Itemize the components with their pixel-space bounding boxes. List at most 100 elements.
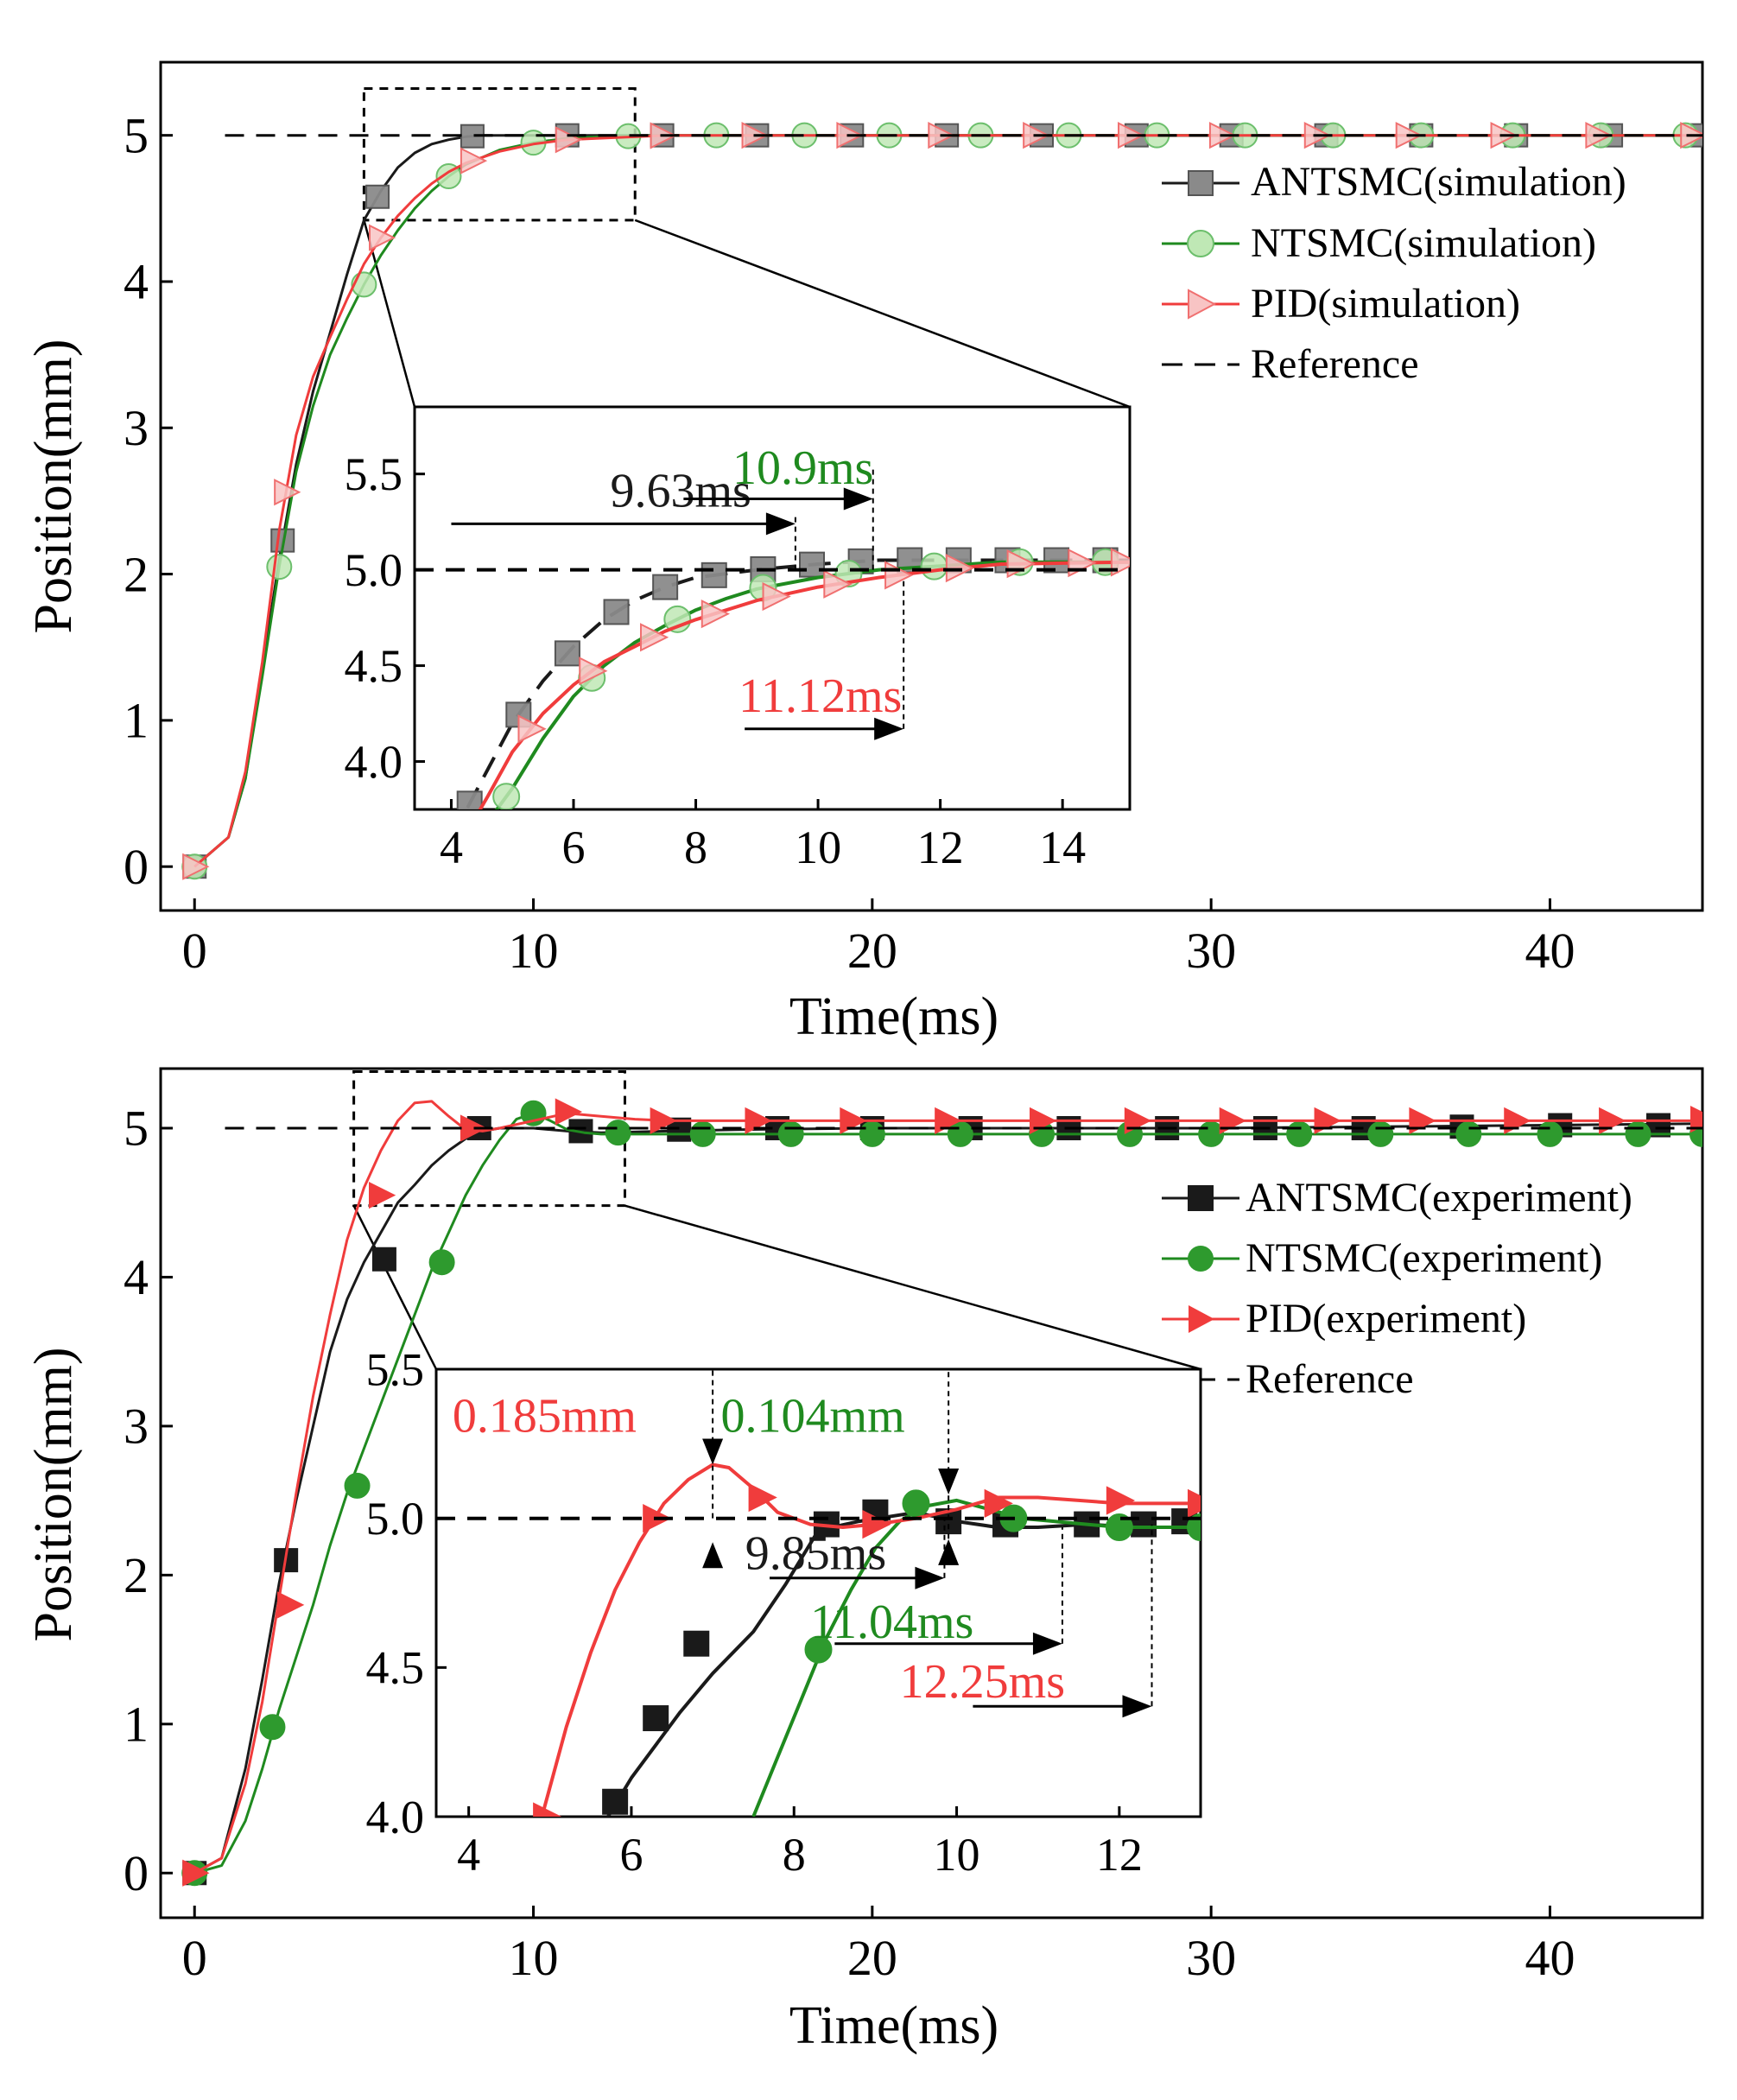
annotation-arrow-head	[938, 1539, 960, 1565]
x-tick-label: 6	[562, 822, 586, 873]
legend-marker-triangle-exp	[1189, 1305, 1214, 1333]
data-point-exp_pid	[840, 1107, 867, 1134]
y-tick-label: 1	[124, 693, 149, 749]
y-ticks-top: 0 1 2 3 4 5	[124, 107, 173, 895]
data-point-exp_antsmc	[371, 1247, 396, 1272]
y-tick-label: 5.0	[345, 544, 403, 596]
legend-item-ntsmc-exp: NTSMC(experiment)	[1162, 1235, 1602, 1281]
y-tick-label: 4	[124, 1249, 149, 1305]
data-point-exp_pid	[533, 1802, 562, 1817]
data-point-sim_ntsmc	[266, 554, 293, 581]
inset-series-bottom	[436, 1462, 1201, 1817]
data-point-sim_pid	[274, 479, 301, 506]
inset-y-ticks-bottom: 4.0 4.5 5.0 5.5	[366, 1343, 447, 1843]
legend-item-pid-sim: PID(simulation)	[1162, 281, 1520, 327]
data-point-exp_pid	[555, 1098, 583, 1126]
x-tick-label: 0	[182, 1930, 207, 1986]
zoom-connector-right	[634, 219, 1131, 409]
data-point-sim_pid	[460, 147, 488, 174]
x-tick-label: 10	[509, 1930, 559, 1986]
x-axis-label-bottom: Time(ms)	[789, 1996, 998, 2055]
data-point-exp_ntsmc	[777, 1120, 804, 1147]
legend-marker-triangle-sim	[1188, 289, 1217, 320]
inset-x-ticks-top: 4 6 8 10 12 14	[440, 799, 1086, 873]
data-point-exp_ntsmc	[344, 1472, 371, 1499]
data-point-exp_pid	[935, 1107, 962, 1134]
data-point-exp_pid	[745, 1107, 772, 1134]
x-axis-label-top: Time(ms)	[789, 987, 998, 1046]
legend-item-pid-exp: PID(experiment)	[1162, 1296, 1526, 1342]
annotation-label: 11.12ms	[739, 669, 902, 723]
inset-x-ticks-bottom: 4 6 8 10 12	[457, 1806, 1143, 1881]
legend-label-pid-exp: PID(experiment)	[1246, 1296, 1526, 1342]
y-tick-label: 4.0	[345, 736, 403, 788]
annotation-label: 9.63ms	[610, 464, 751, 517]
inset-bottom: 4 6 8 10 12 4.0 4.5 5.0 5.5 0.185mm 0.104mm 9.85m…	[366, 1343, 1202, 1881]
x-tick-label: 14	[1039, 822, 1086, 873]
data-point-exp_ntsmc	[859, 1120, 885, 1147]
series-line-exp_pid	[193, 1100, 1702, 1875]
zoom-connector-right	[624, 1204, 1201, 1371]
data-point-sim_pid	[640, 623, 669, 652]
data-point-sim_pid	[579, 657, 608, 686]
annotation-label: 10.9ms	[732, 441, 873, 495]
y-tick-label: 5.0	[366, 1493, 425, 1545]
annotation-label: 12.25ms	[900, 1655, 1065, 1709]
data-point-sim_pid	[369, 224, 396, 251]
data-point-sim_antsmc_dashed	[799, 551, 825, 578]
inset-plot-area-top	[413, 405, 1132, 811]
x-tick-label: 20	[847, 923, 897, 979]
annotation-arrow-head	[1122, 1695, 1152, 1718]
x-ticks-top: 0 10 20 30 40	[182, 898, 1575, 979]
data-point-exp_pid	[1314, 1107, 1341, 1134]
annotation-arrow-head	[702, 1438, 724, 1465]
annotation-arrow-head	[938, 1469, 960, 1495]
legend-top: ANTSMC(simulation) NTSMC(simulation) PID…	[1162, 159, 1626, 387]
data-point-exp_ntsmc	[428, 1249, 455, 1276]
legend-label-pid-sim: PID(simulation)	[1251, 281, 1520, 327]
x-tick-label: 10	[509, 923, 559, 979]
legend-label-antsmc-exp: ANTSMC(experiment)	[1246, 1175, 1632, 1221]
data-point-sim_pid	[762, 581, 791, 612]
data-point-sim_ntsmc	[492, 783, 521, 809]
x-tick-label: 8	[684, 822, 707, 873]
data-point-exp_ntsmc	[259, 1714, 286, 1741]
y-tick-label: 5	[124, 1101, 149, 1157]
data-point-exp_ntsmc	[947, 1120, 973, 1147]
annotation-arrow-head	[915, 1566, 945, 1589]
x-tick-label: 0	[182, 923, 207, 979]
data-point-sim_pid	[823, 569, 853, 599]
data-point-exp_ntsmc	[1537, 1120, 1563, 1147]
data-point-exp_ntsmc	[1625, 1120, 1651, 1147]
data-point-exp_pid	[1409, 1107, 1436, 1134]
data-point-exp_pid	[1106, 1486, 1136, 1515]
data-point-exp_antsmc	[643, 1705, 669, 1732]
data-point-exp_ntsmc	[902, 1489, 930, 1518]
annotation-label: 11.04ms	[810, 1596, 973, 1649]
y-tick-label: 4.5	[366, 1642, 425, 1694]
data-point-sim_ntsmc	[920, 552, 948, 581]
data-point-sim_pid	[517, 714, 547, 744]
x-tick-label: 4	[440, 822, 463, 873]
data-point-exp_ntsmc	[605, 1120, 631, 1146]
y-axis-label-top: Position(mm)	[24, 339, 83, 633]
series-line-exp_pid	[540, 1462, 1201, 1817]
data-point-exp_ntsmc	[1187, 1513, 1201, 1542]
series-line-exp_ntsmc	[193, 1112, 1702, 1875]
x-tick-label: 40	[1525, 1930, 1575, 1986]
legend-item-ntsmc-sim: NTSMC(simulation)	[1162, 220, 1596, 266]
series-line-exp_ntsmc	[751, 1498, 1201, 1817]
y-tick-label: 5.5	[366, 1343, 425, 1395]
data-point-exp_ntsmc	[689, 1120, 716, 1147]
x-tick-label: 20	[847, 1930, 897, 1986]
data-point-exp_pid	[650, 1107, 677, 1134]
data-point-exp_ntsmc	[1105, 1513, 1133, 1542]
y-tick-label: 4	[124, 254, 149, 310]
x-tick-label: 10	[795, 822, 841, 873]
y-axis-label-bottom: Position(mm)	[24, 1347, 83, 1641]
legend-marker-circle-exp	[1188, 1246, 1214, 1272]
data-point-exp_antsmc	[683, 1630, 710, 1657]
